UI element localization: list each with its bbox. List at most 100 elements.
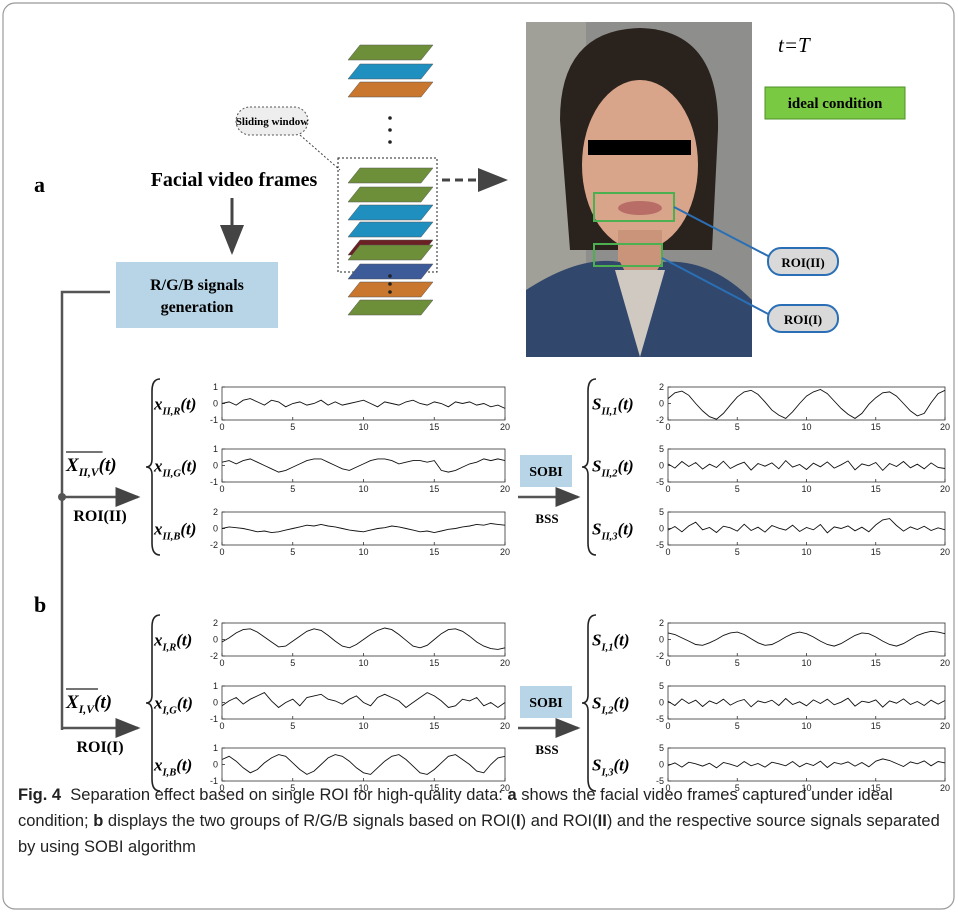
y-tick-label: -1: [210, 477, 218, 487]
label-subscript: I,R: [162, 643, 177, 654]
label-symbol: x: [153, 694, 163, 713]
label-subscript: II,V: [78, 466, 100, 479]
label-subscript: I,3: [600, 768, 613, 779]
y-tick-label: 1: [213, 743, 218, 753]
method-label: SOBI: [529, 696, 562, 711]
roi-label: ROI(I): [76, 739, 123, 756]
label-symbol: x: [153, 457, 163, 476]
signal-label: XII,V(t): [65, 455, 117, 479]
caption-text: ) and the respective source signals sepa…: [18, 812, 945, 856]
brace: [581, 378, 597, 556]
x-tick-label: 5: [735, 484, 740, 494]
x-tick-label: 0: [665, 658, 670, 668]
plot-frame: [667, 511, 946, 546]
frame-layer: [347, 81, 434, 98]
y-tick-label: 0: [213, 461, 218, 471]
x-tick-label: 15: [871, 783, 881, 793]
y-tick-label: 2: [213, 618, 218, 628]
signal-label: xI,G(t): [153, 694, 193, 717]
label-subscript: II,B: [162, 532, 181, 543]
roi-pill: [767, 247, 839, 276]
window-box: [337, 157, 438, 273]
x-tick-label: 0: [219, 422, 224, 432]
plot-frame: [667, 685, 946, 720]
label-subscript: I,V: [78, 703, 96, 716]
signal-line: [221, 627, 506, 650]
caption-text: Separation effect based on single ROI fo…: [61, 786, 508, 804]
x-tick-label: 20: [940, 547, 950, 557]
y-tick-label: 0: [213, 399, 218, 409]
caption-text: I: [516, 812, 521, 830]
label-subscript: II,2: [600, 469, 618, 480]
generation-box: [116, 262, 278, 328]
signal-line: [667, 630, 946, 647]
brace: [145, 378, 161, 556]
caption-text: shows the facial video frames captured u…: [18, 786, 898, 830]
label-symbol: x: [153, 395, 163, 414]
x-tick-label: 10: [801, 783, 811, 793]
connector: [60, 290, 110, 730]
roi-label: ROI(II): [781, 255, 824, 270]
x-tick-label: 5: [290, 547, 295, 557]
frame-stacks: [347, 44, 434, 316]
signal-line: [221, 692, 506, 709]
signal-label: xII,R(t): [153, 395, 196, 418]
panel-label: a: [34, 172, 45, 197]
signal-line: [667, 518, 946, 534]
label-symbol: S: [592, 756, 601, 775]
y-tick-label: 0: [213, 635, 218, 645]
label-subscript: I,B: [162, 768, 177, 779]
label-argument: (t): [176, 756, 192, 775]
x-tick-label: 15: [871, 547, 881, 557]
y-tick-label: 1: [213, 444, 218, 454]
plot-frame: [667, 747, 946, 782]
signal-line: [221, 754, 506, 775]
y-tick-label: -5: [656, 714, 664, 724]
roi-label: ROI(I): [784, 312, 822, 327]
signal-label: XI,V(t): [65, 692, 112, 716]
frame-layer: [347, 263, 434, 280]
signal-line: [221, 458, 506, 473]
x-tick-label: 20: [940, 422, 950, 432]
label-argument: (t): [177, 694, 193, 713]
label-argument: (t): [94, 692, 112, 713]
ellipsis-dot: [388, 274, 392, 278]
label-subscript: I,1: [600, 643, 613, 654]
x-tick-label: 0: [219, 721, 224, 731]
label-argument: (t): [99, 455, 117, 476]
label-argument: (t): [176, 631, 192, 650]
signal-line: [667, 389, 946, 420]
y-tick-label: 1: [213, 681, 218, 691]
x-tick-label: 20: [500, 484, 510, 494]
label-argument: (t): [181, 457, 197, 476]
frame-layer: [347, 299, 434, 316]
x-tick-label: 0: [219, 484, 224, 494]
x-tick-label: 5: [735, 783, 740, 793]
method-box: [520, 686, 572, 718]
x-tick-label: 10: [801, 721, 811, 731]
x-tick-label: 0: [665, 547, 670, 557]
x-tick-label: 15: [429, 658, 439, 668]
y-tick-label: -2: [656, 415, 664, 425]
brace: [581, 614, 597, 792]
x-tick-label: 20: [940, 783, 950, 793]
y-tick-label: -1: [210, 776, 218, 786]
signal-label: SII,2(t): [592, 457, 634, 480]
y-tick-label: 2: [659, 618, 664, 628]
y-tick-label: 0: [213, 760, 218, 770]
frame-layer: [347, 221, 434, 238]
label-symbol: x: [153, 631, 163, 650]
label-subscript: II,G: [162, 469, 182, 480]
x-tick-label: 5: [290, 422, 295, 432]
x-tick-label: 15: [429, 721, 439, 731]
signal-line: [667, 459, 946, 472]
ellipsis-dot: [388, 140, 392, 144]
caption-text: ) and ROI(: [520, 812, 598, 830]
label-subscript: II,R: [162, 407, 181, 418]
x-tick-label: 10: [801, 484, 811, 494]
x-tick-label: 5: [735, 547, 740, 557]
face-photo: [526, 22, 773, 357]
time-label: t=T: [778, 33, 811, 57]
label-subscript: I,G: [162, 706, 178, 717]
